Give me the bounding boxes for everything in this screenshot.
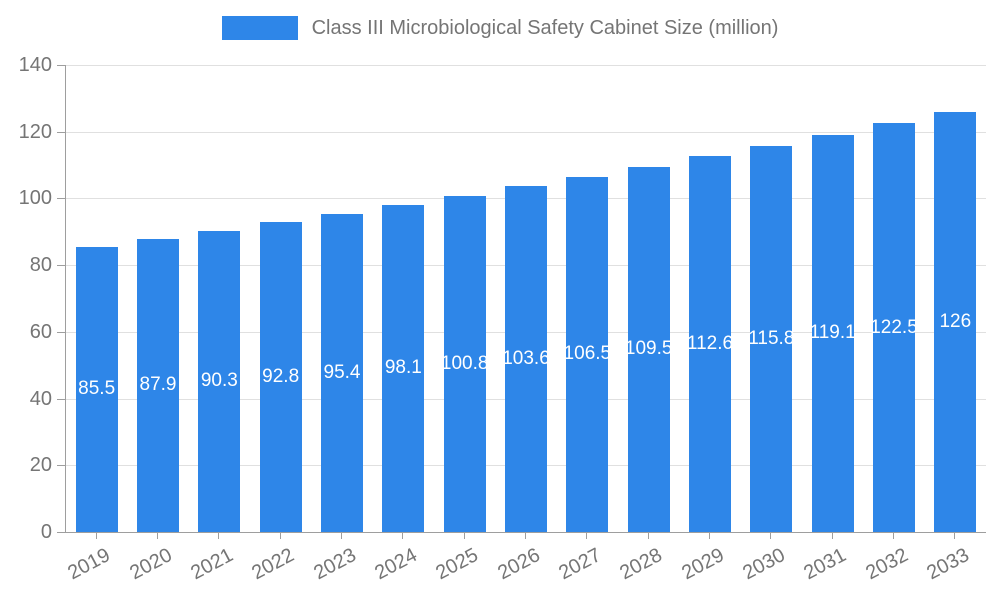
legend-swatch[interactable] <box>221 16 298 40</box>
bar-value-label: 92.8 <box>262 366 300 388</box>
bar-value-label: 106.5 <box>563 343 612 365</box>
y-tick-mark <box>57 465 65 467</box>
bar[interactable] <box>75 246 118 532</box>
y-tick-label: 60 <box>29 320 52 343</box>
x-tick-label: 2031 <box>800 544 851 585</box>
y-tick-mark <box>57 198 65 200</box>
x-tick-mark <box>218 533 220 539</box>
bar-value-label: 109.5 <box>624 338 673 360</box>
x-tick-label: 2022 <box>248 544 299 585</box>
bar-value-label: 98.1 <box>384 357 422 379</box>
bar-value-label: 126 <box>939 310 972 332</box>
y-tick-label: 0 <box>40 521 52 543</box>
x-tick-mark <box>647 533 649 539</box>
bar-value-label: 100.8 <box>440 352 489 374</box>
bar[interactable] <box>382 204 425 532</box>
bar-value-label: 95.4 <box>323 361 361 383</box>
y-tick-mark <box>57 398 65 400</box>
y-tick-mark <box>57 265 65 267</box>
x-tick-label: 2021 <box>187 544 237 585</box>
x-tick-mark <box>95 533 97 539</box>
legend-label: Class III Microbiological Safety Cabinet… <box>311 16 779 39</box>
bar[interactable] <box>321 213 363 532</box>
x-tick-mark <box>525 533 526 539</box>
x-tick-label: 2025 <box>432 544 483 585</box>
bar[interactable] <box>689 156 731 532</box>
x-tick-label: 2019 <box>64 544 115 585</box>
bar-value-label: 87.9 <box>139 374 177 396</box>
x-tick-label: 2032 <box>861 544 912 585</box>
bar[interactable] <box>505 186 547 532</box>
x-tick-mark <box>157 533 158 539</box>
x-tick-mark <box>279 533 281 539</box>
bar-value-label: 122.5 <box>870 316 918 338</box>
x-tick-mark <box>402 533 404 539</box>
x-tick-label: 2023 <box>309 544 360 585</box>
bar-value-label: 115.8 <box>748 327 795 349</box>
legend[interactable]: Class III Microbiological Safety Cabinet… <box>0 16 1000 40</box>
x-tick-mark <box>341 533 342 539</box>
x-tick-label: 2033 <box>923 544 973 585</box>
x-tick-mark <box>709 533 710 539</box>
y-tick-label: 80 <box>29 254 52 277</box>
x-tick-mark <box>831 533 833 539</box>
x-tick-label: 2030 <box>739 544 789 585</box>
x-tick-label: 2027 <box>555 544 605 585</box>
y-tick-mark <box>57 331 65 333</box>
x-tick-label: 2029 <box>677 544 728 585</box>
bar-value-label: 85.5 <box>78 378 116 400</box>
x-tick-label: 2020 <box>125 544 176 585</box>
y-tick-mark <box>57 532 65 533</box>
x-tick-label: 2026 <box>493 544 544 585</box>
bar-value-label: 119.1 <box>809 322 856 344</box>
y-tick-label: 40 <box>29 387 52 410</box>
bar[interactable] <box>627 166 670 532</box>
gridline <box>66 131 986 133</box>
x-tick-label: 2024 <box>371 544 421 585</box>
x-tick-mark <box>463 533 465 539</box>
y-tick-label: 100 <box>18 187 52 210</box>
x-tick-mark <box>954 533 956 539</box>
bar[interactable] <box>873 123 915 532</box>
bar-value-label: 103.6 <box>502 348 550 370</box>
bar[interactable] <box>198 230 241 532</box>
y-tick-label: 20 <box>29 454 52 477</box>
y-tick-label: 140 <box>18 54 52 76</box>
bar[interactable] <box>934 111 977 532</box>
bar[interactable] <box>811 134 854 532</box>
x-tick-mark <box>893 533 894 539</box>
bar[interactable] <box>566 176 609 532</box>
x-tick-label: 2028 <box>616 544 667 585</box>
bar-value-label: 90.3 <box>200 370 238 392</box>
bar[interactable] <box>443 195 486 532</box>
bar-value-label: 112.6 <box>686 333 734 355</box>
x-tick-mark <box>586 533 588 539</box>
y-tick-mark <box>57 65 65 66</box>
y-tick-label: 120 <box>18 120 52 143</box>
gridline <box>66 65 986 66</box>
bar[interactable] <box>137 238 179 532</box>
bar[interactable] <box>259 222 302 532</box>
plot-area: 85.5 87.9 90.3 92.8 95.4 98.1 100.8 103.6 106.5 1… <box>65 65 986 533</box>
x-tick-mark <box>770 533 772 539</box>
y-tick-mark <box>57 131 65 133</box>
bar[interactable] <box>750 145 793 532</box>
